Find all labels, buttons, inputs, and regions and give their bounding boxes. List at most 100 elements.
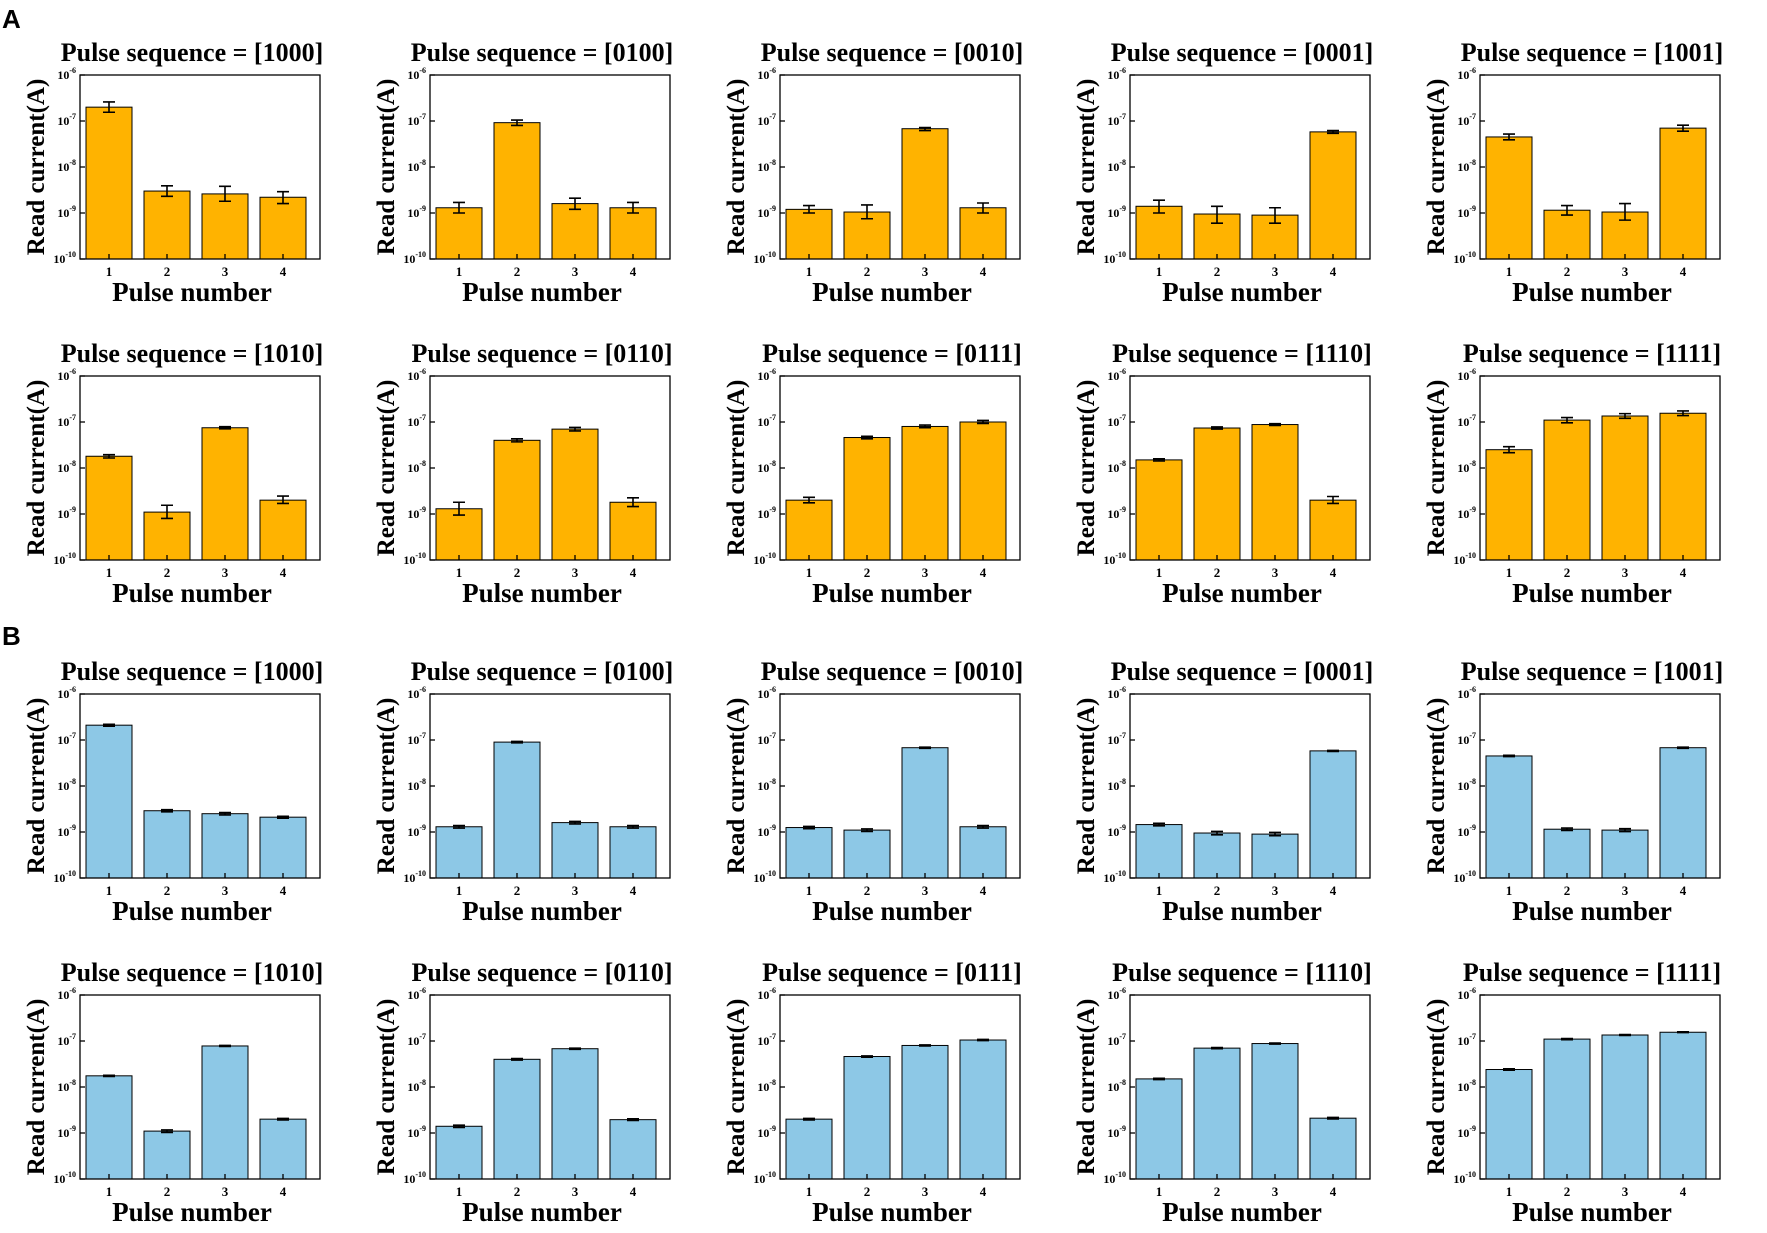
error-bar-1 <box>1153 199 1165 214</box>
y-tick-label: 10-9 <box>1457 505 1476 521</box>
bar-4 <box>609 207 657 260</box>
y-tick-label: 10-8 <box>1457 777 1476 793</box>
error-bar-4 <box>977 824 989 829</box>
y-tick-label: 10-10 <box>1103 869 1126 885</box>
bar-2 <box>843 437 891 561</box>
y-tick-label: 10-9 <box>757 1124 776 1140</box>
bar-2 <box>143 810 191 879</box>
x-tick-label: 4 <box>630 1184 637 1199</box>
x-tick-label: 1 <box>106 264 113 279</box>
x-tick-label: 1 <box>1506 264 1513 279</box>
bar-4 <box>259 1118 307 1180</box>
error-bar-2 <box>161 808 173 813</box>
y-axis-label: Read current(A) <box>1073 698 1100 875</box>
subplot-a-7: Pulse sequence = [0110] 10-10 10-9 10-8 10-7… <box>373 339 673 608</box>
subplot-title: Pulse sequence = [0111] <box>762 339 1022 368</box>
error-bar-2 <box>1211 205 1223 225</box>
x-tick-label: 4 <box>1680 883 1687 898</box>
error-bar-1 <box>1153 458 1165 462</box>
bar-4 <box>1309 1117 1357 1180</box>
error-bar-2 <box>861 1055 873 1058</box>
bar-3 <box>901 747 949 879</box>
error-bar-4 <box>977 1038 989 1042</box>
x-tick-label: 2 <box>1564 883 1571 898</box>
y-tick-label: 10-7 <box>407 1032 426 1048</box>
y-axis-label: Read current(A) <box>1423 999 1450 1176</box>
error-bar-3 <box>1269 1042 1281 1045</box>
error-bar-1 <box>1503 445 1515 454</box>
x-tick-label: 1 <box>1156 1184 1163 1199</box>
y-tick-label: 10-9 <box>57 823 76 839</box>
y-tick-label: 10-9 <box>407 823 426 839</box>
bar-3 <box>1251 833 1299 879</box>
y-tick-label: 10-9 <box>757 823 776 839</box>
y-axis-label: Read current(A) <box>23 79 50 256</box>
bar-4 <box>1659 747 1707 879</box>
y-axis-label: Read current(A) <box>1423 79 1450 256</box>
y-tick-label: 10-7 <box>1457 1032 1476 1048</box>
y-tick-label: 10-9 <box>1457 823 1476 839</box>
bar-3 <box>551 822 599 879</box>
error-bar-1 <box>1503 133 1515 141</box>
bar-1 <box>1485 1069 1533 1180</box>
bar-4 <box>609 501 657 561</box>
error-bar-4 <box>1677 1031 1689 1034</box>
error-bar-3 <box>919 1044 931 1047</box>
x-tick-label: 1 <box>456 883 463 898</box>
error-bar-4 <box>277 815 289 819</box>
y-tick-label: 10-6 <box>407 986 426 1002</box>
y-tick-label: 10-6 <box>57 685 76 701</box>
error-bar-3 <box>1619 827 1631 833</box>
y-tick-label: 10-8 <box>1107 1078 1126 1094</box>
y-tick-label: 10-7 <box>1457 413 1476 429</box>
y-tick-label: 10-10 <box>1103 551 1126 567</box>
x-axis-label: Pulse number <box>462 578 622 608</box>
error-bar-3 <box>1269 206 1281 225</box>
x-tick-label: 3 <box>922 264 929 279</box>
bar-3 <box>1601 829 1649 879</box>
error-bar-4 <box>1677 124 1689 133</box>
y-axis-label: Read current(A) <box>723 999 750 1176</box>
x-tick-label: 4 <box>280 565 287 580</box>
error-bar-3 <box>219 425 231 430</box>
x-tick-label: 3 <box>1622 565 1629 580</box>
error-bar-4 <box>977 202 989 214</box>
x-tick-label: 1 <box>456 264 463 279</box>
subplot-title: Pulse sequence = [0110] <box>411 339 672 368</box>
y-axis-label: Read current(A) <box>723 698 750 875</box>
bar-3 <box>901 128 949 260</box>
subplot-title: Pulse sequence = [1001] <box>1461 38 1724 67</box>
y-axis-label: Read current(A) <box>373 698 400 875</box>
bar-3 <box>1251 424 1299 561</box>
bar-1 <box>1135 824 1183 879</box>
error-bar-2 <box>161 185 173 198</box>
y-tick-label: 10-10 <box>53 250 76 266</box>
subplot-b-1: Pulse sequence = [1000] 10-10 10-9 10-8 10-7… <box>23 657 323 926</box>
x-tick-label: 4 <box>980 1184 987 1199</box>
y-tick-label: 10-10 <box>53 869 76 885</box>
x-tick-label: 3 <box>1272 565 1279 580</box>
error-bar-2 <box>1561 204 1573 216</box>
y-tick-label: 10-9 <box>1457 1124 1476 1140</box>
y-tick-label: 10-8 <box>1457 459 1476 475</box>
error-bar-3 <box>1619 1033 1631 1037</box>
error-bar-3 <box>1269 831 1281 837</box>
y-tick-label: 10-9 <box>1107 1124 1126 1140</box>
bar-2 <box>493 741 541 879</box>
y-tick-label: 10-8 <box>1107 158 1126 174</box>
bar-1 <box>1135 205 1183 260</box>
x-axis-label: Pulse number <box>1162 578 1322 608</box>
y-tick-label: 10-7 <box>57 112 76 128</box>
bar-2 <box>143 511 191 561</box>
bar-1 <box>1135 459 1183 561</box>
y-tick-label: 10-10 <box>753 250 776 266</box>
error-bar-1 <box>453 1124 465 1129</box>
error-bar-2 <box>511 740 523 744</box>
x-tick-label: 3 <box>1272 883 1279 898</box>
y-tick-label: 10-8 <box>407 777 426 793</box>
subplot-a-4: Pulse sequence = [0001] 10-10 10-9 10-8 10-7… <box>1073 38 1373 307</box>
bar-4 <box>959 1039 1007 1180</box>
error-bar-1 <box>1503 1068 1515 1071</box>
y-tick-label: 10-7 <box>1457 731 1476 747</box>
bar-4 <box>609 1119 657 1180</box>
